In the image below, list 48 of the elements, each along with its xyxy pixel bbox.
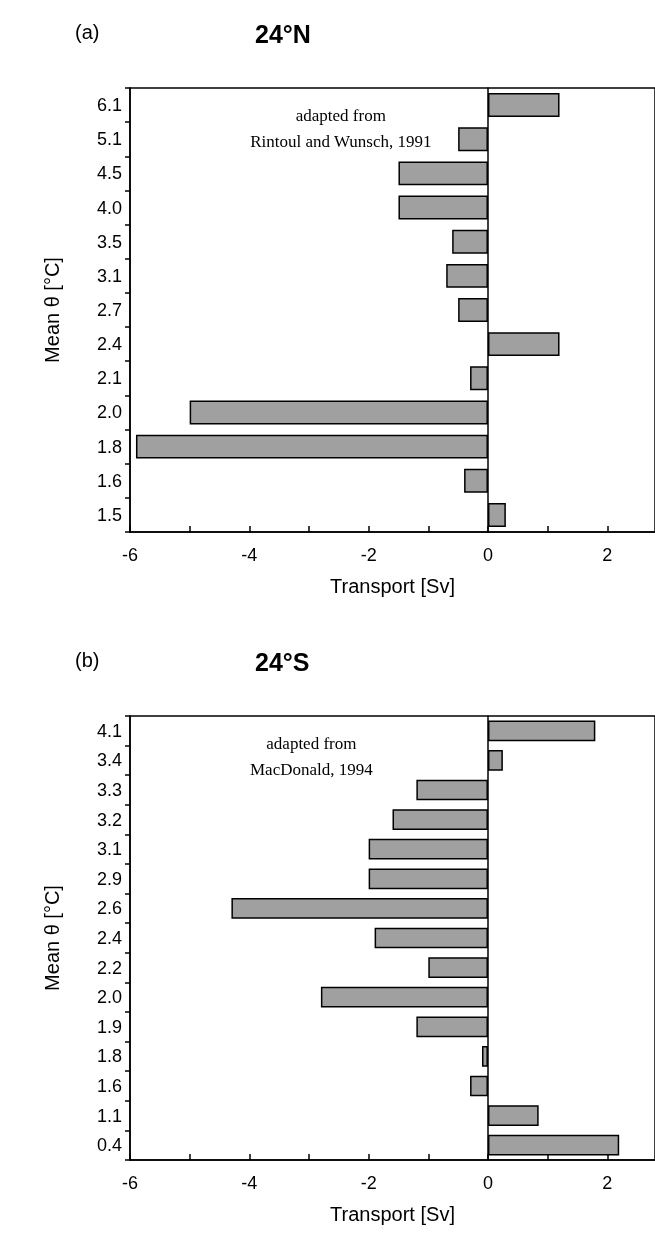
x-tick-label: 0	[482, 1173, 493, 1193]
x-tick-label: -2	[360, 545, 377, 565]
y-tick-label: 0.4	[96, 1135, 122, 1156]
annotation: adapted from Rintoul and Wunsch, 1991	[250, 105, 432, 151]
y-tick-label: 3.3	[96, 780, 122, 800]
y-tick-label: 2.7	[96, 300, 122, 320]
y-tick-label: 4.5	[96, 163, 122, 184]
x-tick-label: -6	[121, 545, 139, 565]
x-axis-title: Transport [Sv]	[330, 575, 455, 597]
y-tick-label: 2.6	[96, 898, 122, 919]
annotation: adapted from MacDonald, 1994	[249, 733, 374, 779]
y-tick-label: 2.4	[96, 334, 122, 355]
y-tick-label: 3.1	[96, 265, 122, 286]
x-axis-title: Transport [Sv]	[330, 1203, 455, 1225]
chart-title: 24°S	[255, 647, 310, 676]
x-tick-label: -6	[121, 1173, 139, 1193]
chart-subtitle: (a)	[75, 21, 100, 43]
y-tick-label: 4.0	[96, 197, 122, 218]
y-tick-label: 1.6	[96, 470, 122, 491]
y-tick-label: 3.1	[96, 839, 122, 860]
y-tick-label: 2.0	[96, 987, 122, 1008]
x-tick-label: 2	[602, 1173, 613, 1193]
y-tick-label: 1.5	[96, 504, 122, 525]
x-tick-label: -2	[360, 1173, 377, 1193]
y-tick-label: 4.1	[96, 720, 122, 741]
y-tick-label: 2.2	[96, 957, 122, 978]
y-tick-label: 6.1	[96, 95, 122, 116]
y-tick-label: 2.9	[96, 868, 122, 889]
x-tick-label: 0	[482, 545, 493, 565]
y-tick-label: 3.2	[96, 809, 122, 830]
y-tick-label: 2.1	[96, 368, 122, 389]
y-tick-label: 2.4	[96, 928, 122, 948]
y-tick-label: 3.5	[96, 231, 122, 252]
y-axis-title: Mean θ [°C]	[41, 257, 63, 363]
y-tick-label: 1.6	[96, 1076, 122, 1096]
y-tick-label: 1.9	[96, 1016, 122, 1037]
chart-title: 24°N	[255, 19, 311, 48]
x-tick-label: -4	[241, 545, 258, 565]
y-tick-label: 2.0	[96, 402, 122, 423]
y-tick-label: 1.8	[96, 436, 122, 457]
y-tick-label: 1.1	[96, 1105, 122, 1126]
y-tick-label: 5.1	[96, 129, 122, 150]
x-tick-label: 2	[602, 545, 613, 565]
y-tick-label: 1.8	[96, 1046, 122, 1067]
y-axis-title: Mean θ [°C]	[41, 885, 63, 991]
y-tick-label: 3.4	[96, 750, 122, 771]
chart-subtitle: (b)	[75, 649, 100, 671]
x-tick-label: -4	[241, 1173, 258, 1193]
